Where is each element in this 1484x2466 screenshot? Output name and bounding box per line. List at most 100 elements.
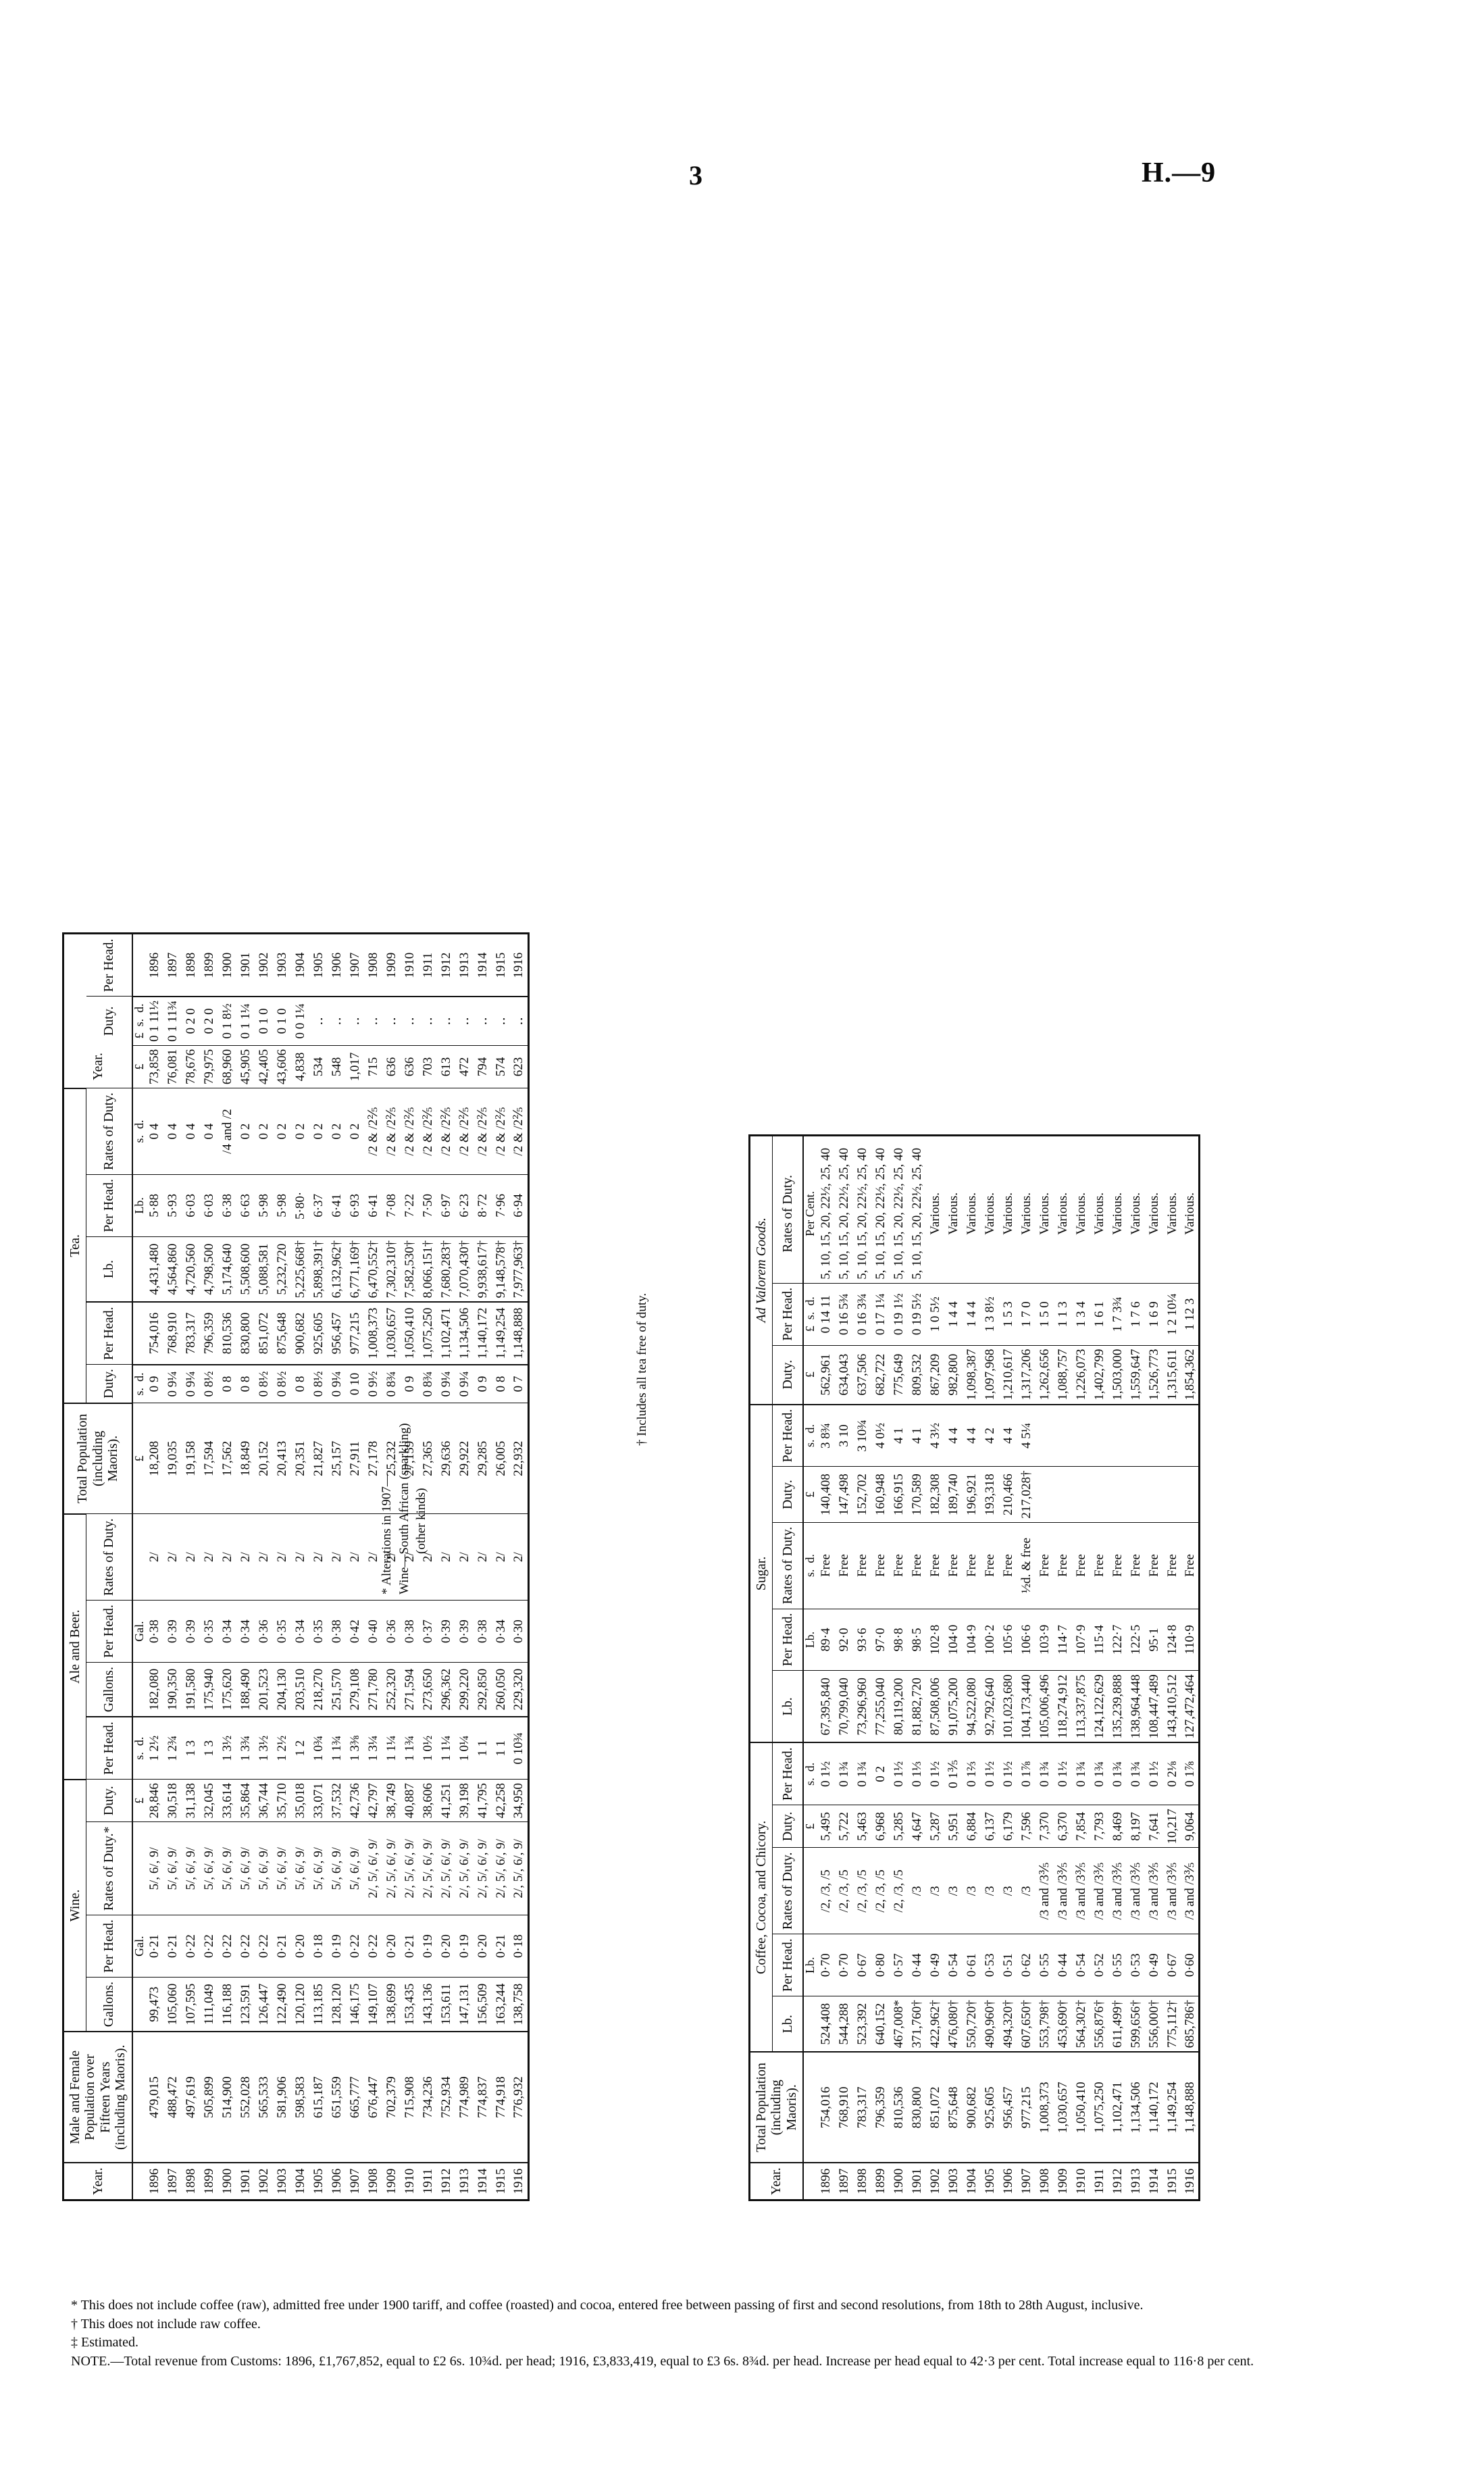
cell-beer-rates-of-duty: 2/ xyxy=(273,1513,292,1601)
cell-wine-duty: 32,045 xyxy=(200,1779,219,1822)
cell-adv-duty: 1,097,968 xyxy=(980,1345,999,1405)
table-row: 1906 956,457 494,320† 0·51/3 6,179 0 1½ 101,02… xyxy=(998,1136,1017,2200)
cell-male-female-population: 774,989 xyxy=(455,2032,474,2163)
cell-coffee-duty: 5,463 xyxy=(852,1805,871,1848)
cell-sugar-duty xyxy=(1162,1466,1181,1523)
cell-sugar-per-head: 100·2 xyxy=(980,1609,999,1671)
cell-wine-per-head: 0·20 xyxy=(474,1915,492,1978)
table-row: 1913 1,134,506 599,656† 0·53/3 and /3⅗ 8,197… xyxy=(1126,1136,1145,2200)
cell-year-2: 1899 xyxy=(201,952,216,978)
unit-coffee-duty: £ xyxy=(803,1805,817,1848)
cell-year-2: 1898 xyxy=(183,952,198,978)
cell-wine-duty: 41,795 xyxy=(474,1779,492,1822)
cell-adv-per-head: 1 7 6 xyxy=(1126,1283,1145,1346)
cell-beer-gallons: 201,523 xyxy=(255,1662,274,1717)
col-header-beer-duty-per-head: Per Head. xyxy=(86,1302,132,1365)
unit-wine-rates xyxy=(132,1821,146,1915)
cell-year: 1903 xyxy=(944,2163,963,2200)
cell-sugar-duty-per-head xyxy=(1071,1404,1090,1467)
cell-tea-rates-of-duty: 0 2 xyxy=(236,1088,255,1175)
cell-adv-duty: 1,210,617 xyxy=(998,1345,1017,1405)
cell-coffee-lb: 611,499† xyxy=(1108,1996,1127,2053)
table-row: 1911 1,075,250 556,876† 0·52/3 and /3⅗ 7,793… xyxy=(1090,1136,1108,2200)
cell-tea-duty: 534 xyxy=(309,1045,328,1088)
cell-tea-lb: 7,680,283† xyxy=(437,1236,456,1303)
cell-tea-rates-of-duty: 0 2 xyxy=(255,1088,274,1175)
col-header-beer-gallons: Gallons. xyxy=(86,1662,132,1717)
cell-wine-duty-per-head: 1 3½ xyxy=(218,1717,237,1780)
cell-total-population: 1,030,657 xyxy=(1053,2052,1072,2163)
cell-coffee-per-head: 0·62 xyxy=(1017,1934,1035,1996)
cell-year: 1912 xyxy=(437,2163,456,2200)
cell-tea-lb: 6,771,169† xyxy=(346,1236,365,1303)
unit-coffee-ph-sd: s. d. xyxy=(803,1742,817,1805)
cell-coffee-lb: 553,798† xyxy=(1035,1996,1054,2053)
unit-tea-duty: £ xyxy=(132,1045,146,1088)
cell-beer-gallons: 271,780 xyxy=(364,1662,383,1717)
cell-beer-duty-per-head: 0 9¼ xyxy=(163,1364,182,1403)
cell-coffee-lb: 544,288 xyxy=(834,1996,853,2053)
cell-tea-duty-per-head: 0 1 1¼ xyxy=(236,996,255,1046)
coffee-sugar-advalorem-table: Year. Total Population (including Maoris… xyxy=(748,1134,1201,2201)
cell-sugar-duty: 152,702 xyxy=(852,1466,871,1523)
cell-beer-duty-per-head: 0 8 xyxy=(492,1364,511,1403)
cell-beer-per-head: 0·34 xyxy=(218,1600,237,1663)
cell-coffee-rates-of-duty: /3 and /3⅗ xyxy=(1144,1847,1163,1934)
table-row: 1903 875,648 476,080† 0·54/3 5,951 0 1⅗ 91,075… xyxy=(944,1136,963,2200)
cell-sugar-lb: 87,508,006 xyxy=(925,1670,944,1743)
col-header-beer-rates-of-duty: Rates of Duty. xyxy=(86,1513,132,1601)
cell-tea-lb: 7,302,310† xyxy=(382,1236,401,1303)
cell-sugar-rates-of-duty: Free xyxy=(889,1522,908,1609)
cell-total-population: 956,457 xyxy=(998,2052,1017,2163)
cell-wine-per-head: 0·21 xyxy=(145,1915,164,1978)
cell-beer-per-head: 0·34 xyxy=(291,1600,310,1663)
cell-coffee-rates-of-duty: /3 xyxy=(962,1847,981,1934)
cell-wine-duty-per-head: 1 3⅜ xyxy=(346,1717,365,1780)
col-header-adv-rates-of-duty: Rates of Duty. xyxy=(780,1174,796,1253)
cell-year: 1914 xyxy=(1144,2163,1163,2200)
col-header-coffee-per-head: Per Head. xyxy=(772,1934,804,1996)
cell-wine-gallons: 120,120 xyxy=(291,1977,310,2032)
cell-beer-gallons: 191,580 xyxy=(182,1662,201,1717)
cell-beer-gallons: 260,050 xyxy=(492,1662,511,1717)
col-header-adv-per-head: Per Head. xyxy=(772,1283,804,1346)
cell-tea-lb: 5,898,391† xyxy=(309,1236,328,1303)
cell-coffee-rates-of-duty: /2, /3, /5 xyxy=(889,1847,908,1934)
cell-tea-duty: 548 xyxy=(328,1045,347,1088)
cell-tea-per-head: 6·63 xyxy=(236,1174,255,1237)
cell-coffee-rates-of-duty: /2, /3, /5 xyxy=(852,1847,871,1934)
cell-adv-per-head: 1 1 3 xyxy=(1053,1283,1072,1346)
cell-year: 1897 xyxy=(834,2163,853,2200)
cell-beer-duty-per-head: 0 8½ xyxy=(200,1364,219,1403)
cell-adv-rates-of-duty: Various. xyxy=(1092,1192,1106,1235)
cell-tea-lb: 4,564,860 xyxy=(163,1236,182,1303)
cell-year: 1899 xyxy=(871,2163,890,2200)
cell-adv-per-head: 0 14 11 xyxy=(816,1283,835,1346)
cell-year: 1902 xyxy=(255,2163,274,2200)
cell-wine-duty: 30,518 xyxy=(163,1779,182,1822)
cell-total-population: 754,016 xyxy=(816,2052,835,2163)
unit-wine-per-head: Gal. xyxy=(132,1915,146,1978)
cell-adv-rates-of-duty: 5, 10, 15, 20, 22½, 25, 40 xyxy=(873,1148,888,1280)
cell-coffee-duty: 8,469 xyxy=(1108,1805,1127,1848)
table-row: 1909 1,030,657 453,690† 0·44/3 and /3⅗ 6,370… xyxy=(1053,1136,1072,2200)
cell-total-population: 875,648 xyxy=(944,2052,963,2163)
cell-adv-spacer xyxy=(835,1136,853,1145)
page-number: 3 xyxy=(689,160,702,191)
cell-wine-duty: 39,198 xyxy=(455,1779,474,1822)
cell-beer-duty-per-head: 0 8½ xyxy=(309,1364,328,1403)
cell-wine-rates-of-duty: 5/, 6/, 9/ xyxy=(182,1821,201,1915)
cell-coffee-per-head: 0·53 xyxy=(980,1934,999,1996)
cell-coffee-per-head: 0·54 xyxy=(944,1934,963,1996)
cell-beer-per-head: 0·30 xyxy=(510,1600,529,1663)
cell-adv-duty: 867,209 xyxy=(925,1345,944,1405)
footnote-wine-other-kinds: (other kinds) xyxy=(414,1488,429,1554)
cell-beer-duty-per-head: 0 9 xyxy=(145,1364,164,1403)
cell-tea-rates-of-duty: 0 2 xyxy=(346,1088,365,1175)
cell-beer-gallons: 175,620 xyxy=(218,1662,237,1717)
col-header-tea-lb: Lb. xyxy=(86,1236,132,1303)
cell-adv-per-head: 1 6 9 xyxy=(1144,1283,1163,1346)
cell-tea-duty: 42,405 xyxy=(255,1045,274,1088)
cell-adv-spacer xyxy=(1108,1136,1127,1145)
table-row: 1897 488,472 105,060 0·21 5/, 6/, 9/30,518 1 … xyxy=(163,934,182,2200)
